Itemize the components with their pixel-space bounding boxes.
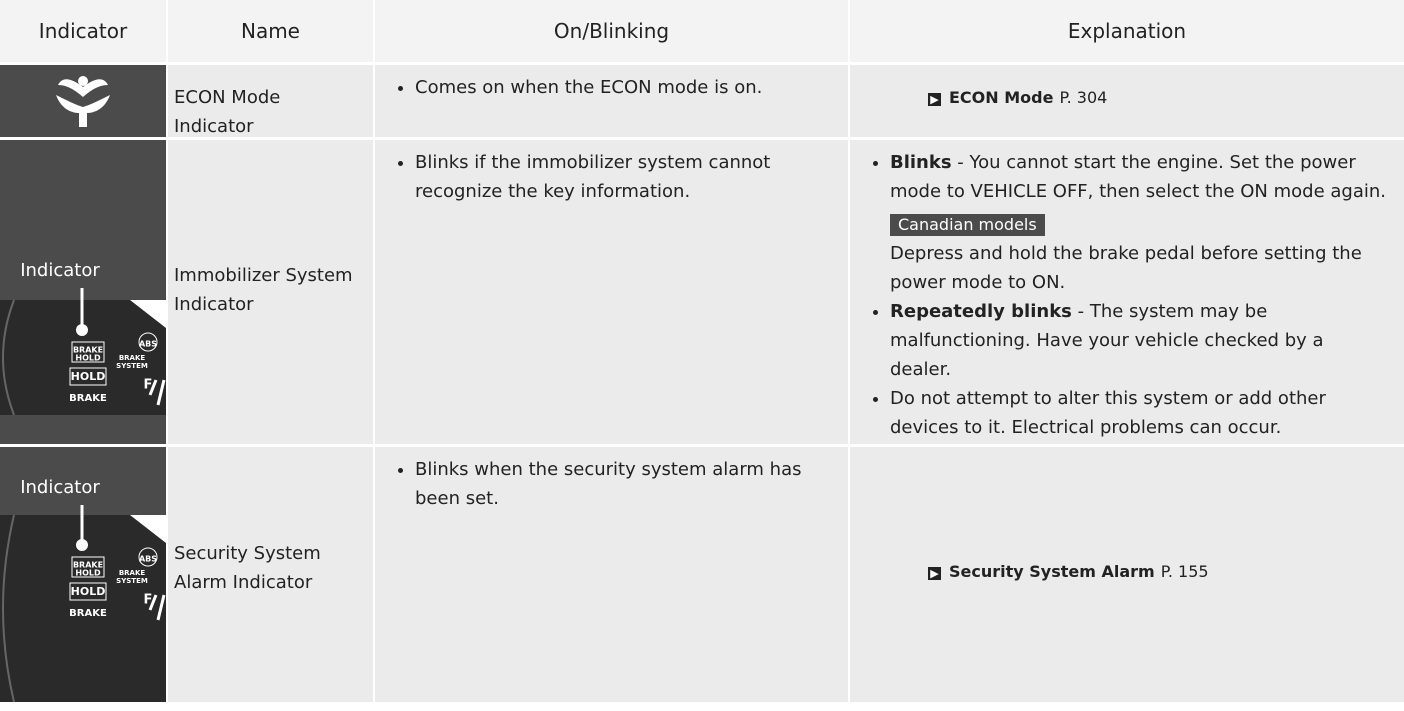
name-line: Alarm Indicator (174, 572, 313, 593)
cluster-text: BRAKE (69, 393, 107, 404)
header-cell: On/Blinking (375, 0, 848, 62)
name-cell: ECON Mode Indicator (168, 65, 373, 137)
cluster-text: BRAKE (73, 561, 103, 570)
name-line: Indicator (174, 116, 254, 137)
indicator-label: Indicator (20, 477, 100, 498)
indicator-cell: Indicator BRAKE HOLD HOLD BRAKE BRAKE SYSTEM AB… (0, 140, 166, 444)
reference: ▶ ECON Mode P. 304 (928, 88, 1107, 107)
abs-ring (138, 547, 158, 567)
cluster-text: BRAKE (119, 354, 146, 362)
name-line: ECON Mode (174, 87, 281, 108)
cluster-corner (130, 300, 166, 328)
bullet-text: - The system may be malfunctioning. Have… (890, 301, 1324, 380)
bold-lead: Repeatedly blinks (890, 301, 1072, 322)
bullet-text: - You cannot start the engine. Set the p… (890, 152, 1386, 202)
bullet: Comes on when the ECON mode is on. (415, 73, 834, 102)
cluster-arc (2, 514, 15, 703)
model-tag: Canadian models (890, 214, 1045, 236)
cluster-text: BRAKE (69, 608, 107, 619)
cluster-text: ABS (139, 555, 157, 564)
header-cell: Indicator (0, 0, 166, 62)
reference: ▶ Security System Alarm P. 155 (928, 562, 1209, 581)
cluster-image: IndicatorBRAKEHOLDHOLDBRAKEBRAKESYSTEMAB… (0, 477, 166, 703)
name-line: Security System (174, 543, 321, 564)
hold-box (71, 341, 105, 363)
bullet: Do not attempt to alter this system or a… (890, 384, 1388, 442)
reference-page: P. 304 (1059, 88, 1108, 107)
header-cell: Name (168, 0, 373, 62)
indicator-label: Indicator (20, 260, 100, 281)
bullet: Blinks if the immobilizer system cannot … (415, 148, 834, 206)
cluster-text: HOLD (71, 370, 106, 383)
explanation-cell: ▶ ECON Mode P. 304 (850, 65, 1404, 137)
cluster-image: IndicatorBRAKEHOLDHOLDBRAKEBRAKESYSTEMAB… (0, 260, 166, 416)
econ-icon (56, 76, 110, 127)
cluster-text: SYSTEM (116, 577, 148, 585)
name-cell: Immobilizer System Indicator (168, 140, 373, 444)
indicator-cell: Indicator BRAKE HOLD HOLD BRAKE BRAKE SYSTEM AB… (0, 447, 166, 703)
cluster-corner (130, 515, 166, 543)
indicator-dot (76, 324, 88, 336)
cluster-text: ABS (139, 340, 157, 349)
name-line: Indicator (174, 294, 254, 315)
name-cell: Security System Alarm Indicator (168, 447, 373, 702)
cluster-text: F (144, 378, 153, 393)
bullet: Blinks when the security system alarm ha… (415, 455, 834, 513)
on-cell: Blinks when the security system alarm ha… (375, 447, 848, 702)
cluster-text: F (144, 593, 153, 608)
indicator-cell (0, 65, 166, 137)
cluster-text: BRAKE (73, 346, 103, 355)
fuel-marks (148, 379, 166, 406)
reference-title: Security System Alarm (949, 562, 1155, 581)
bullet: Repeatedly blinks - The system may be ma… (890, 297, 1388, 384)
reference-title: ECON Mode (949, 88, 1054, 107)
header-cell: Explanation (850, 0, 1404, 62)
explanation-cell: Blinks - You cannot start the engine. Se… (850, 140, 1404, 444)
cluster-text: HOLD (71, 585, 106, 598)
cluster-text: HOLD (75, 569, 101, 578)
fuel-marks (148, 594, 166, 621)
on-cell: Comes on when the ECON mode is on. (375, 65, 848, 137)
bullet: Blinks - You cannot start the engine. Se… (890, 148, 1388, 297)
name-line: Immobilizer System (174, 265, 353, 286)
hold-box (71, 556, 105, 578)
hold-box (69, 367, 107, 386)
cluster-text: BRAKE (119, 569, 146, 577)
explanation-cell: ▶ Security System Alarm P. 155 (850, 447, 1404, 702)
abs-ring (138, 332, 158, 352)
note-text: Depress and hold the brake pedal before … (890, 243, 1362, 293)
on-cell: Blinks if the immobilizer system cannot … (375, 140, 848, 444)
cluster-text: HOLD (75, 354, 101, 363)
bold-lead: Blinks (890, 152, 952, 173)
reference-page: P. 155 (1160, 562, 1209, 581)
hold-box (69, 582, 107, 601)
cluster-text: SYSTEM (116, 362, 148, 370)
indicator-dot (76, 539, 88, 551)
cluster-arc (2, 299, 15, 416)
